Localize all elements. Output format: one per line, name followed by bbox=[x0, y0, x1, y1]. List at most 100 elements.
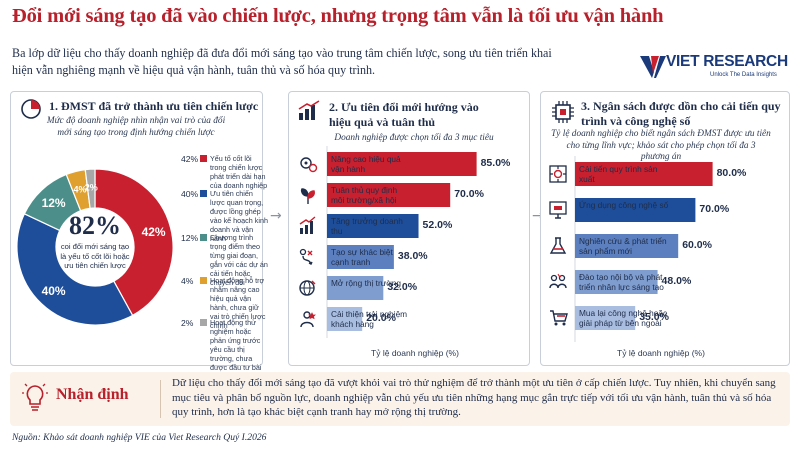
bar-label: Mua lại công nghệ hoặc giải pháp từ bên … bbox=[579, 308, 668, 328]
strategy-icon bbox=[299, 248, 313, 265]
pie-slice bbox=[16, 212, 134, 326]
bar bbox=[575, 234, 679, 258]
bar bbox=[327, 307, 363, 331]
gears-icon bbox=[300, 157, 318, 173]
pie-slice-label: 2% bbox=[85, 183, 98, 193]
bar-label: Nghiên cứu & phát triển sản phẩm mới bbox=[579, 236, 667, 256]
insight-heading: Nhận định bbox=[56, 386, 129, 403]
bar-label: Mở rộng thị trường bbox=[331, 278, 401, 288]
bar-value-label: 20.0% bbox=[366, 312, 396, 324]
legend-swatch bbox=[200, 190, 207, 197]
bar-value-label: 35.0% bbox=[639, 311, 669, 323]
legend-pct: 4% bbox=[181, 276, 194, 286]
pie-slice bbox=[84, 168, 96, 209]
legend-pct: 40% bbox=[181, 189, 199, 199]
bar-label: Ứng dụng công nghệ số bbox=[579, 200, 669, 210]
bar-label: Nâng cao hiệu quả vận hành bbox=[331, 154, 401, 174]
brand-logo: VIET RESEARCH Unlock The Data Insights bbox=[640, 52, 790, 84]
panel3-note: Tỷ lệ doanh nghiệp cho biết ngân sách ĐM… bbox=[551, 129, 771, 162]
bar-growth-icon bbox=[299, 216, 316, 234]
brand-tagline: Unlock The Data Insights bbox=[710, 72, 777, 78]
bar bbox=[575, 306, 636, 330]
insight-body: Dữ liệu cho thấy đổi mới sáng tạo đã vượ… bbox=[172, 377, 776, 419]
pie-chart-icon bbox=[21, 99, 41, 119]
bar-value-label: 48.0% bbox=[661, 275, 692, 287]
insight-box: Nhận định Dữ liệu cho thấy đổi mới sáng … bbox=[10, 372, 790, 426]
bar-value-label: 80.0% bbox=[716, 167, 747, 179]
pie-slice-label: 12% bbox=[42, 196, 66, 210]
bar-label: Cải tiến quy trình sản xuất bbox=[579, 164, 658, 184]
bar-value-label: 70.0% bbox=[454, 188, 484, 200]
panel3-title: 3. Ngân sách được dồn cho cải tiến quy t… bbox=[581, 99, 781, 128]
flow-arrow-3: → bbox=[532, 208, 544, 224]
brand-name: VIET RESEARCH bbox=[666, 53, 788, 70]
legend-label: Chương trình trọng điểm theo từng giai đ… bbox=[210, 233, 268, 287]
rating-icon bbox=[300, 311, 316, 328]
panel-priorities: 2. Ưu tiên đổi mới hướng vào hiệu quả và… bbox=[288, 91, 530, 366]
page-title: Đổi mới sáng tạo đã vào chiến lược, nhưn… bbox=[12, 5, 664, 27]
bar-label: Tăng trưởng doanh thu bbox=[331, 216, 403, 236]
pie-slice bbox=[94, 168, 174, 317]
legend-label: Hoạt động hỗ trợ nhằm nâng cao hiệu quả … bbox=[210, 276, 266, 330]
training-icon bbox=[549, 273, 567, 289]
legend-swatch bbox=[200, 319, 207, 326]
pie-chart: 42% 40% 12% 4%2% bbox=[16, 168, 174, 326]
bar-label: Đào tạo nội bộ và phát triển nhân lực sá… bbox=[579, 272, 664, 292]
legend-swatch bbox=[200, 155, 207, 162]
legend-swatch bbox=[200, 277, 207, 284]
bar bbox=[327, 276, 384, 300]
bar bbox=[327, 214, 419, 238]
panel-budget: 3. Ngân sách được dồn cho cải tiến quy t… bbox=[540, 91, 790, 366]
pie-slice-label: 42% bbox=[142, 225, 166, 239]
chip-icon bbox=[552, 101, 574, 123]
bar-value-label: 52.0% bbox=[422, 219, 453, 231]
source-note: Nguồn: Khảo sát doanh nghiệp VIE của Vie… bbox=[12, 432, 267, 443]
insight-divider bbox=[160, 380, 161, 418]
panel2-title: 2. Ưu tiên đổi mới hướng vào hiệu quả và… bbox=[329, 100, 479, 129]
lightbulb-icon bbox=[22, 383, 48, 411]
legend-pct: 12% bbox=[181, 233, 199, 243]
pie-hole bbox=[56, 208, 134, 286]
bar-value-label: 38.0% bbox=[397, 250, 428, 262]
growth-chart-icon bbox=[298, 100, 320, 120]
panel1-title: 1. ĐMST đã trở thành ưu tiên chiến lược bbox=[49, 99, 259, 113]
process-icon bbox=[549, 165, 567, 183]
page-subtitle: Ba lớp dữ liệu cho thấy doanh nghiệp đã … bbox=[12, 46, 552, 77]
legend-pct: 42% bbox=[181, 154, 199, 164]
bar bbox=[575, 198, 696, 222]
bar bbox=[575, 162, 713, 186]
cart-icon bbox=[550, 310, 568, 326]
bar bbox=[327, 152, 477, 176]
priorities-bar-chart bbox=[299, 146, 477, 338]
bar-value-label: 32.0% bbox=[387, 281, 418, 293]
digital-icon bbox=[549, 201, 567, 219]
pie-center-text: coi đổi mới sáng tạo là yếu tố cốt lõi h… bbox=[60, 242, 130, 270]
x-axis-label: Tỷ lệ doanh nghiệp (%) bbox=[617, 348, 705, 358]
pie-slice-label: 40% bbox=[42, 284, 66, 298]
x-axis-label: Tỷ lệ doanh nghiệp (%) bbox=[371, 348, 459, 358]
pie-slice-label: 4% bbox=[73, 184, 86, 194]
flow-arrow-1: → bbox=[270, 208, 282, 224]
bar-value-label: 70.0% bbox=[699, 203, 730, 215]
globe-icon bbox=[299, 280, 316, 296]
legend-label: Yếu tố cốt lõi trong chiến lược phát tri… bbox=[210, 154, 268, 190]
bar-label: Tuân thủ quy định môi trường/xã hội bbox=[331, 185, 398, 205]
brand-v-icon bbox=[640, 56, 666, 78]
flask-icon bbox=[549, 237, 567, 254]
bar bbox=[327, 183, 451, 207]
bar bbox=[575, 270, 658, 294]
panel2-note: Doanh nghiệp được chọn tối đa 3 mục tiêu bbox=[334, 133, 494, 143]
bar-label: Cải thiện trải nghiệm khách hàng bbox=[331, 309, 408, 329]
legend-pct: 2% bbox=[181, 318, 194, 328]
panel1-note: Mức độ doanh nghiệp nhìn nhận vai trò củ… bbox=[46, 116, 226, 138]
bar-label: Tạo sự khác biệt cạnh tranh bbox=[331, 247, 393, 267]
bar-value-label: 60.0% bbox=[682, 239, 712, 251]
bar-value-label: 85.0% bbox=[480, 157, 511, 169]
legend-label: Ưu tiên chiến lược quan trọng, được lồng… bbox=[210, 189, 268, 243]
pie-center-value: 82% bbox=[69, 211, 121, 240]
plant-icon bbox=[300, 188, 315, 204]
legend-swatch bbox=[200, 234, 207, 241]
bar bbox=[327, 245, 394, 269]
panel-strategy: 1. ĐMST đã trở thành ưu tiên chiến lược … bbox=[10, 91, 268, 381]
budget-bar-chart bbox=[549, 156, 713, 342]
